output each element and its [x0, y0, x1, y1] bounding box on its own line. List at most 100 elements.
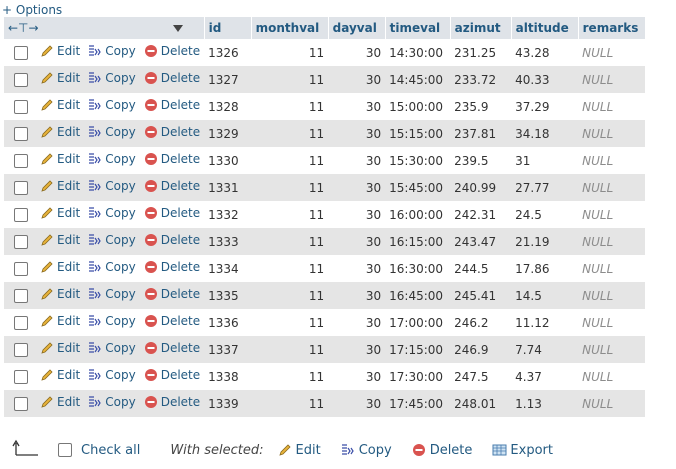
row-checkbox[interactable]	[14, 396, 28, 411]
cell-dayval: 30	[328, 147, 386, 174]
column-header-altitude[interactable]: altitude	[511, 17, 579, 39]
row-copy-button[interactable]: Copy	[88, 152, 136, 166]
options-toggle[interactable]: + Options	[2, 3, 63, 17]
row-edit-label: Edit	[57, 287, 81, 301]
delete-icon	[144, 179, 158, 193]
check-all-checkbox[interactable]	[58, 443, 72, 457]
cell-timeval: 15:30:00	[385, 147, 451, 174]
row-copy-button[interactable]: Copy	[88, 287, 136, 301]
row-checkbox[interactable]	[14, 99, 28, 114]
row-delete-button[interactable]: Delete	[144, 71, 200, 85]
row-edit-button[interactable]: Edit	[40, 206, 80, 220]
row-delete-label: Delete	[160, 368, 201, 382]
cell-monthval: 11	[251, 201, 329, 228]
row-edit-button[interactable]: Edit	[40, 125, 80, 139]
row-delete-label: Delete	[160, 341, 201, 355]
row-edit-button[interactable]: Edit	[40, 152, 80, 166]
cell-remarks: NULL	[578, 39, 646, 66]
cell-remarks: NULL	[578, 93, 646, 120]
row-delete-button[interactable]: Delete	[144, 44, 200, 58]
row-delete-button[interactable]: Delete	[144, 152, 200, 166]
row-delete-button[interactable]: Delete	[144, 260, 200, 274]
row-edit-button[interactable]: Edit	[40, 179, 80, 193]
row-edit-button[interactable]: Edit	[40, 71, 80, 85]
cell-remarks: NULL	[578, 336, 646, 363]
row-copy-button[interactable]: Copy	[88, 260, 136, 274]
column-header-remarks[interactable]: remarks	[578, 17, 646, 39]
bulk-copy-button[interactable]: Copy	[341, 443, 392, 458]
row-edit-button[interactable]: Edit	[40, 314, 80, 328]
row-edit-button[interactable]: Edit	[40, 260, 80, 274]
row-checkbox[interactable]	[14, 45, 28, 60]
cell-azimut: 248.01	[450, 390, 512, 417]
column-header-azimut[interactable]: azimut	[450, 17, 512, 39]
row-edit-button[interactable]: Edit	[40, 368, 80, 382]
row-delete-button[interactable]: Delete	[144, 125, 200, 139]
row-copy-button[interactable]: Copy	[88, 395, 136, 409]
row-checkbox[interactable]	[14, 234, 28, 249]
row-delete-button[interactable]: Delete	[144, 368, 200, 382]
row-edit-button[interactable]: Edit	[40, 395, 80, 409]
row-delete-button[interactable]: Delete	[144, 206, 200, 220]
row-delete-button[interactable]: Delete	[144, 98, 200, 112]
row-edit-label: Edit	[57, 179, 81, 193]
row-delete-button[interactable]: Delete	[144, 314, 200, 328]
column-resize-arrows-icon[interactable]: ←⊤→	[8, 21, 39, 35]
row-edit-button[interactable]: Edit	[40, 341, 80, 355]
bulk-export-button[interactable]: Export	[492, 443, 553, 458]
cell-timeval: 16:30:00	[385, 255, 451, 282]
row-copy-button[interactable]: Copy	[88, 125, 136, 139]
row-copy-button[interactable]: Copy	[88, 98, 136, 112]
row-checkbox[interactable]	[14, 261, 28, 276]
row-copy-button[interactable]: Copy	[88, 206, 136, 220]
bulk-delete-button[interactable]: Delete	[412, 443, 472, 458]
row-checkbox[interactable]	[14, 207, 28, 222]
bulk-edit-button[interactable]: Edit	[278, 443, 321, 458]
row-edit-label: Edit	[57, 395, 81, 409]
check-all-label[interactable]: Check all	[81, 442, 141, 458]
row-delete-button[interactable]: Delete	[144, 287, 200, 301]
row-delete-button[interactable]: Delete	[144, 179, 200, 193]
row-delete-button[interactable]: Delete	[144, 341, 200, 355]
cell-dayval: 30	[328, 39, 386, 66]
row-copy-button[interactable]: Copy	[88, 314, 136, 328]
delete-icon	[144, 395, 158, 409]
column-header-id[interactable]: id	[204, 17, 252, 39]
row-checkbox[interactable]	[14, 180, 28, 195]
row-copy-button[interactable]: Copy	[88, 368, 136, 382]
row-edit-button[interactable]: Edit	[40, 44, 80, 58]
column-header-monthval[interactable]: monthval	[251, 17, 329, 39]
row-checkbox[interactable]	[14, 72, 28, 87]
cell-altitude: 37.29	[511, 93, 579, 120]
delete-icon	[144, 152, 158, 166]
row-checkbox[interactable]	[14, 342, 28, 357]
row-copy-button[interactable]: Copy	[88, 44, 136, 58]
delete-icon	[144, 368, 158, 382]
delete-icon	[144, 260, 158, 274]
cell-dayval: 30	[328, 66, 386, 93]
cell-azimut: 244.5	[450, 255, 512, 282]
copy-icon	[88, 260, 102, 274]
row-delete-button[interactable]: Delete	[144, 233, 200, 247]
row-copy-button[interactable]: Copy	[88, 341, 136, 355]
row-checkbox[interactable]	[14, 153, 28, 168]
row-copy-button[interactable]: Copy	[88, 179, 136, 193]
cell-timeval: 17:30:00	[385, 363, 451, 390]
row-checkbox[interactable]	[14, 126, 28, 141]
row-checkbox[interactable]	[14, 369, 28, 384]
table-row: Edit Copy Delete 1336 11 30 17:00:00 246.2 11.12…	[4, 309, 646, 336]
row-edit-button[interactable]: Edit	[40, 233, 80, 247]
row-checkbox[interactable]	[14, 315, 28, 330]
sort-dropdown-icon[interactable]	[172, 25, 183, 32]
row-copy-label: Copy	[105, 287, 136, 301]
copy-icon	[341, 443, 355, 457]
row-delete-button[interactable]: Delete	[144, 395, 200, 409]
row-edit-button[interactable]: Edit	[40, 287, 80, 301]
row-copy-button[interactable]: Copy	[88, 233, 136, 247]
column-header-dayval[interactable]: dayval	[328, 17, 386, 39]
column-header-timeval[interactable]: timeval	[385, 17, 451, 39]
row-checkbox[interactable]	[14, 288, 28, 303]
cell-remarks: NULL	[578, 120, 646, 147]
row-edit-button[interactable]: Edit	[40, 98, 80, 112]
row-copy-button[interactable]: Copy	[88, 71, 136, 85]
